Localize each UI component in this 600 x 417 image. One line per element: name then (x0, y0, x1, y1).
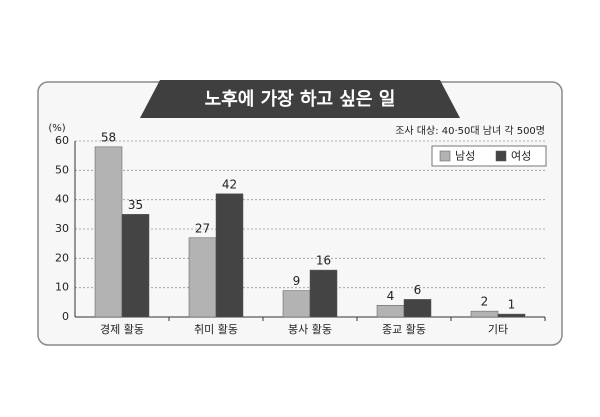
bar (497, 313, 526, 318)
y-tick-label: 50 (55, 163, 69, 176)
bar (403, 299, 432, 318)
legend-label: 남성 (455, 150, 475, 163)
bar (309, 269, 338, 318)
y-tick-label: 40 (55, 193, 69, 206)
bar (376, 305, 405, 318)
y-tick-label: 30 (55, 222, 69, 235)
bar (94, 146, 123, 318)
x-tick-label: 봉사 활동 (288, 322, 332, 336)
y-tick-label: 20 (55, 251, 69, 264)
bar (470, 310, 499, 318)
legend-label: 여성 (511, 150, 531, 163)
data-label: 4 (387, 289, 395, 303)
x-tick-label: 기타 (488, 323, 508, 336)
y-axis-unit: (%) (48, 123, 65, 134)
data-label: 6 (414, 283, 422, 297)
y-tick-label: 60 (55, 134, 69, 147)
data-label: 9 (293, 274, 301, 288)
x-tick-label: 경제 활동 (100, 322, 144, 336)
legend-swatch (439, 150, 451, 162)
x-tick-label: 취미 활동 (194, 322, 238, 336)
legend-box (431, 145, 547, 167)
data-label: 16 (316, 254, 331, 268)
data-label: 35 (128, 198, 143, 212)
x-tick-label: 종교 활동 (382, 322, 426, 336)
data-label: 1 (508, 298, 516, 312)
y-tick-label: 0 (62, 310, 69, 323)
chart-title: 노후에 가장 하고 싶은 일 (205, 89, 396, 110)
data-label: 27 (195, 221, 210, 235)
data-label: 58 (101, 130, 116, 144)
y-tick-label: 10 (55, 281, 69, 294)
bar (282, 290, 311, 318)
legend-swatch (495, 150, 507, 162)
subtitle: 조사 대상: 40·50대 남녀 각 500명 (395, 125, 545, 137)
bar (215, 193, 244, 318)
bar (188, 237, 217, 318)
data-label: 42 (222, 177, 237, 191)
bar (121, 214, 150, 318)
title-banner (140, 80, 460, 118)
data-label: 2 (481, 295, 489, 309)
